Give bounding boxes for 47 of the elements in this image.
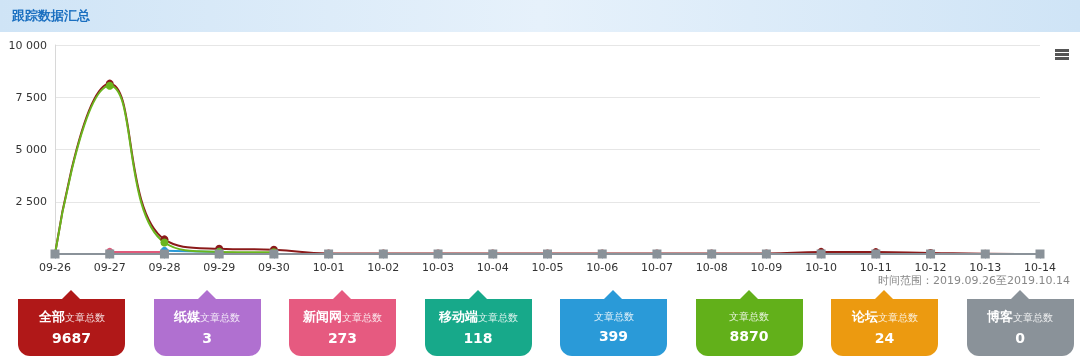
category-label: 移动端: [438, 309, 478, 324]
data-label: 3: [201, 330, 213, 346]
x-tick-label: 10-05: [531, 261, 564, 274]
data-label: 118: [462, 330, 494, 346]
text: 文章总数: [477, 312, 518, 323]
data-label: 9687: [51, 330, 92, 346]
data-label: 24: [873, 330, 896, 346]
category-label: 论坛: [851, 309, 878, 324]
category-label: 纸媒: [174, 309, 200, 324]
x-tick-label: 10-10: [805, 261, 838, 274]
data-label: 0: [1014, 330, 1026, 346]
text: 文章总数: [729, 311, 769, 322]
text: 文章总数: [342, 312, 382, 323]
x-tick-label: 10-02: [367, 261, 400, 274]
text: 文章总数: [1013, 312, 1053, 323]
data-label: 8870: [728, 328, 770, 344]
y-tick-label: 10 000: [8, 38, 47, 52]
data-label: 273: [326, 330, 359, 346]
x-tick-label: 10-13: [969, 261, 1002, 274]
x-tick-label: 10-08: [695, 261, 728, 274]
x-tick-label: 09-28: [148, 261, 181, 274]
x-tick-label: 09-30: [257, 261, 290, 274]
x-tick-label: 10-11: [859, 261, 892, 274]
y-tick-label: 7 500: [15, 90, 47, 104]
x-tick-label: 10-03: [422, 261, 455, 274]
text: 文章总数: [64, 312, 105, 323]
x-tick-label: 10-07: [640, 261, 673, 274]
category-label: 博客: [987, 309, 1013, 324]
text: 文章总数: [593, 311, 634, 322]
x-tick-label: 10-01: [312, 261, 345, 274]
category-label: 全部: [38, 309, 65, 324]
x-tick-label: 09-29: [203, 261, 236, 274]
y-tick-label: 2 500: [15, 195, 47, 209]
text: 时间范围：2019.09.26至2019.10.14: [878, 273, 1070, 288]
data-label: 399: [597, 328, 630, 344]
x-tick-label: 09-27: [93, 261, 126, 274]
x-tick-label: 10-14: [1024, 261, 1056, 274]
x-tick-label: 10-12: [914, 261, 947, 274]
text: 文章总数: [877, 312, 918, 323]
y-tick-label: 5 000: [15, 143, 47, 156]
x-tick-label: 10-04: [476, 261, 509, 274]
x-tick-label: 09-26: [39, 261, 71, 274]
x-tick-label: 10-09: [750, 261, 783, 274]
x-tick-label: 10-06: [586, 261, 619, 274]
text: 文章总数: [200, 312, 240, 323]
category-label: 新闻网: [303, 309, 342, 324]
chart-title: 跟踪数据汇总: [12, 7, 90, 25]
